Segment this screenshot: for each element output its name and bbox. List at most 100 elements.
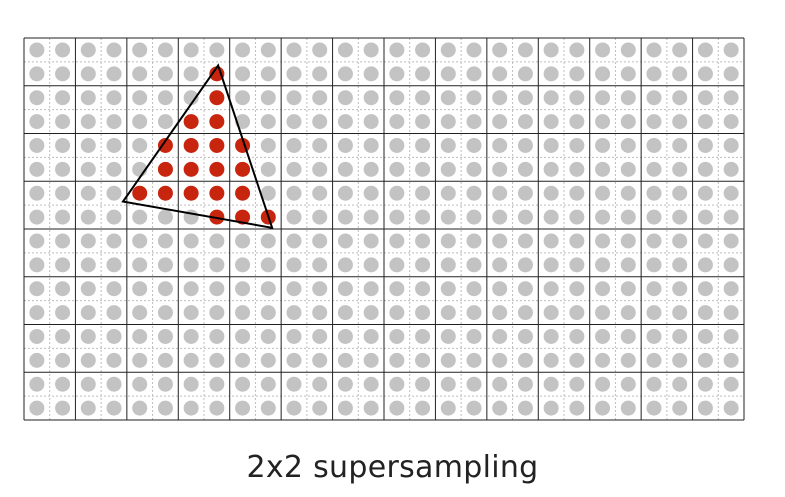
sample-point-uncovered	[620, 114, 636, 130]
sample-point-covered	[183, 137, 199, 153]
sample-point-uncovered	[672, 400, 688, 416]
sample-point-uncovered	[492, 209, 508, 225]
sample-point-uncovered	[517, 185, 533, 201]
sample-point-uncovered	[620, 233, 636, 249]
sample-point-uncovered	[466, 257, 482, 273]
sample-point-uncovered	[389, 305, 405, 321]
sample-point-uncovered	[646, 400, 662, 416]
sample-point-uncovered	[492, 42, 508, 58]
sample-point-uncovered	[569, 161, 585, 177]
sample-point-uncovered	[209, 281, 225, 297]
sample-point-uncovered	[492, 376, 508, 392]
sample-point-uncovered	[106, 42, 122, 58]
sample-point-uncovered	[595, 376, 611, 392]
sample-point-uncovered	[723, 114, 739, 130]
sample-point-uncovered	[260, 376, 276, 392]
sample-point-uncovered	[55, 376, 71, 392]
sample-point-uncovered	[697, 42, 713, 58]
sample-point-uncovered	[157, 257, 173, 273]
sample-point-covered	[157, 185, 173, 201]
sample-point-uncovered	[235, 66, 251, 82]
sample-point-uncovered	[157, 376, 173, 392]
sample-point-uncovered	[55, 114, 71, 130]
sample-point-uncovered	[723, 66, 739, 82]
triangle-outline	[121, 63, 274, 230]
sample-point-uncovered	[286, 281, 302, 297]
sample-point-uncovered	[260, 305, 276, 321]
sample-point-uncovered	[595, 114, 611, 130]
sample-point-uncovered	[29, 42, 45, 58]
sample-point-uncovered	[106, 305, 122, 321]
sample-point-uncovered	[157, 352, 173, 368]
sample-point-uncovered	[337, 376, 353, 392]
sample-point-uncovered	[646, 305, 662, 321]
sample-point-uncovered	[389, 185, 405, 201]
sample-point-uncovered	[543, 42, 559, 58]
sample-point-uncovered	[106, 233, 122, 249]
sample-point-uncovered	[55, 185, 71, 201]
sample-point-uncovered	[672, 209, 688, 225]
sample-point-uncovered	[492, 257, 508, 273]
sample-point-uncovered	[723, 305, 739, 321]
sample-point-uncovered	[620, 281, 636, 297]
sample-point-uncovered	[235, 42, 251, 58]
sample-point-uncovered	[29, 352, 45, 368]
sample-point-uncovered	[80, 305, 96, 321]
sample-point-uncovered	[595, 257, 611, 273]
sample-point-uncovered	[363, 66, 379, 82]
sample-point-uncovered	[389, 352, 405, 368]
sample-point-covered	[132, 185, 148, 201]
sample-point-uncovered	[209, 328, 225, 344]
sample-point-uncovered	[646, 233, 662, 249]
sample-point-uncovered	[697, 305, 713, 321]
sample-point-covered	[157, 137, 173, 153]
sample-point-uncovered	[543, 376, 559, 392]
sample-point-uncovered	[569, 328, 585, 344]
sample-point-covered	[209, 185, 225, 201]
sample-point-uncovered	[569, 376, 585, 392]
sample-point-uncovered	[157, 42, 173, 58]
sample-point-uncovered	[569, 257, 585, 273]
sample-point-uncovered	[492, 185, 508, 201]
sample-point-uncovered	[235, 233, 251, 249]
sample-point-uncovered	[80, 352, 96, 368]
sample-point-uncovered	[55, 66, 71, 82]
sample-point-uncovered	[569, 400, 585, 416]
sample-point-uncovered	[543, 161, 559, 177]
sample-point-uncovered	[363, 185, 379, 201]
sample-point-uncovered	[672, 281, 688, 297]
sample-point-uncovered	[466, 185, 482, 201]
sample-point-uncovered	[440, 185, 456, 201]
sample-point-uncovered	[29, 66, 45, 82]
sample-point-uncovered	[723, 161, 739, 177]
sample-point-uncovered	[492, 161, 508, 177]
sample-point-uncovered	[286, 233, 302, 249]
sample-point-covered	[183, 161, 199, 177]
sample-point-uncovered	[569, 66, 585, 82]
sample-point-uncovered	[389, 209, 405, 225]
sample-point-uncovered	[595, 90, 611, 106]
sample-point-uncovered	[106, 66, 122, 82]
sample-point-uncovered	[80, 281, 96, 297]
sample-point-uncovered	[697, 161, 713, 177]
sample-point-uncovered	[646, 376, 662, 392]
sample-point-uncovered	[132, 137, 148, 153]
sample-point-uncovered	[157, 328, 173, 344]
sample-point-uncovered	[646, 185, 662, 201]
sample-point-uncovered	[363, 305, 379, 321]
sample-point-uncovered	[132, 42, 148, 58]
sample-point-uncovered	[235, 90, 251, 106]
sample-point-uncovered	[492, 328, 508, 344]
sample-point-covered	[183, 185, 199, 201]
sample-point-uncovered	[80, 66, 96, 82]
sample-point-uncovered	[260, 400, 276, 416]
sample-point-uncovered	[517, 66, 533, 82]
sample-point-uncovered	[183, 281, 199, 297]
sample-point-uncovered	[363, 161, 379, 177]
sample-point-uncovered	[466, 328, 482, 344]
sample-point-uncovered	[440, 137, 456, 153]
sample-point-uncovered	[363, 90, 379, 106]
sample-point-uncovered	[132, 233, 148, 249]
sample-point-uncovered	[55, 305, 71, 321]
sample-point-uncovered	[286, 185, 302, 201]
